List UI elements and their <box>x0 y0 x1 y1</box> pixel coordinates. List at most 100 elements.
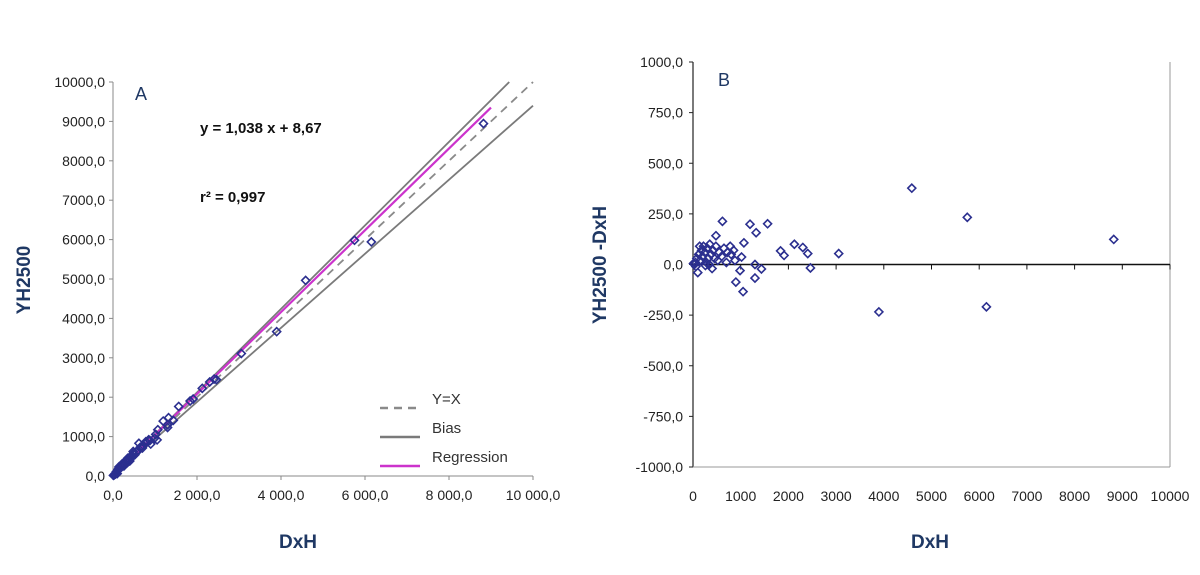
panel-a-legend: Y=X Bias Regression <box>380 391 508 468</box>
data-point <box>762 218 773 229</box>
data-point <box>113 461 125 473</box>
panel-a-x-axis-label: DxH <box>279 532 317 553</box>
data-point <box>173 401 184 412</box>
data-point <box>135 442 146 453</box>
data-point <box>789 239 800 250</box>
panel-b-label: B <box>718 70 730 90</box>
data-point <box>162 419 173 430</box>
y-tick-label: 3000,0 <box>62 350 105 366</box>
data-point <box>710 230 722 241</box>
legend-label: Regression <box>432 449 508 466</box>
data-point <box>704 259 715 270</box>
x-tick-label: 0,0 <box>103 487 123 503</box>
data-point <box>737 286 749 297</box>
panel-b-x-axis-label: DxH <box>911 532 949 553</box>
y-tick-label: 10000,0 <box>54 74 105 90</box>
data-point <box>962 212 973 223</box>
y-tick-label: 500,0 <box>648 155 683 171</box>
data-point <box>717 216 728 227</box>
data-point <box>749 272 761 284</box>
data-point <box>805 262 816 274</box>
data-point <box>168 415 179 426</box>
x-tick-label: 2 000,0 <box>174 487 221 503</box>
x-tick-label: 4000 <box>868 488 899 504</box>
data-point <box>204 376 215 388</box>
data-point <box>108 470 119 481</box>
y-tick-label: 1000,0 <box>62 429 105 445</box>
x-tick-label: 3000 <box>821 488 852 504</box>
data-point <box>349 235 360 246</box>
panel-b-difference-plot: B DxH YH2500 -DxH -1000,0 -750,0 -500,0 -25… <box>590 54 1190 553</box>
data-point <box>738 237 750 248</box>
x-tick-label: 9000 <box>1107 488 1138 504</box>
data-point <box>122 457 133 468</box>
y-tick-label: 6000,0 <box>62 232 105 248</box>
data-point <box>690 261 701 272</box>
y-tick-label: -250,0 <box>643 307 683 323</box>
panel-b-y-axis-label: YH2500 -DxH <box>590 206 611 324</box>
data-point <box>700 260 711 271</box>
y-tick-label: 4000,0 <box>62 310 105 326</box>
y-tick-label: 8000,0 <box>62 153 105 169</box>
data-point <box>704 239 715 250</box>
y-tick-label: 5000,0 <box>62 271 105 287</box>
legend-label: Y=X <box>432 391 461 408</box>
data-point <box>144 435 156 446</box>
data-point <box>744 219 756 230</box>
data-point <box>118 460 130 472</box>
data-point <box>692 267 703 278</box>
x-tick-label: 8 000,0 <box>426 487 473 503</box>
data-point <box>734 265 746 276</box>
data-point <box>150 429 161 440</box>
data-point <box>1108 234 1119 245</box>
data-point <box>211 374 222 385</box>
data-point <box>208 373 220 385</box>
data-point <box>152 424 163 435</box>
y-tick-label: 9000,0 <box>62 113 105 129</box>
x-tick-label: 8000 <box>1059 488 1090 504</box>
data-point <box>236 348 247 359</box>
data-point <box>688 258 699 269</box>
data-point <box>478 118 489 129</box>
y-tick-label: -1000,0 <box>636 459 684 475</box>
data-point <box>797 242 808 253</box>
x-tick-label: 1000 <box>725 488 756 504</box>
y-tick-label: 0,0 <box>86 468 106 484</box>
x-tick-label: 5000 <box>916 488 947 504</box>
data-point <box>749 259 761 270</box>
data-point <box>710 241 722 252</box>
x-tick-label: 0 <box>689 488 697 504</box>
data-point <box>750 227 762 238</box>
line-y-eq-x <box>112 81 534 477</box>
x-tick-label: 7000 <box>1011 488 1042 504</box>
data-point <box>906 183 917 194</box>
y-tick-label: 750,0 <box>648 105 683 121</box>
legend-label: Bias <box>432 420 461 437</box>
y-tick-label: 2000,0 <box>62 389 105 405</box>
data-point <box>141 437 152 448</box>
y-tick-label: 1000,0 <box>640 54 683 70</box>
data-point <box>756 263 767 275</box>
regression-equation: y = 1,038 x + 8,67 <box>200 120 322 137</box>
data-point <box>736 251 747 263</box>
y-tick-label: -750,0 <box>643 408 683 424</box>
data-point <box>716 251 727 262</box>
data-point <box>184 395 196 407</box>
panel-a-label: A <box>135 84 147 104</box>
y-tick-label: -500,0 <box>643 358 683 374</box>
data-point <box>730 276 741 288</box>
data-point <box>366 236 377 248</box>
data-point <box>151 434 163 446</box>
data-point <box>981 301 992 312</box>
data-point <box>694 241 705 252</box>
x-tick-label: 4 000,0 <box>258 487 305 503</box>
panel-a-regression-plot: A y = 1,038 x + 8,67 r² = 0,997 DxH YH25… <box>14 74 560 553</box>
y-tick-label: 0,0 <box>664 257 684 273</box>
data-point <box>775 245 786 257</box>
data-point <box>271 326 282 337</box>
data-point <box>138 440 149 451</box>
data-point <box>873 306 885 318</box>
line-regression <box>112 106 492 477</box>
y-tick-label: 7000,0 <box>62 192 105 208</box>
